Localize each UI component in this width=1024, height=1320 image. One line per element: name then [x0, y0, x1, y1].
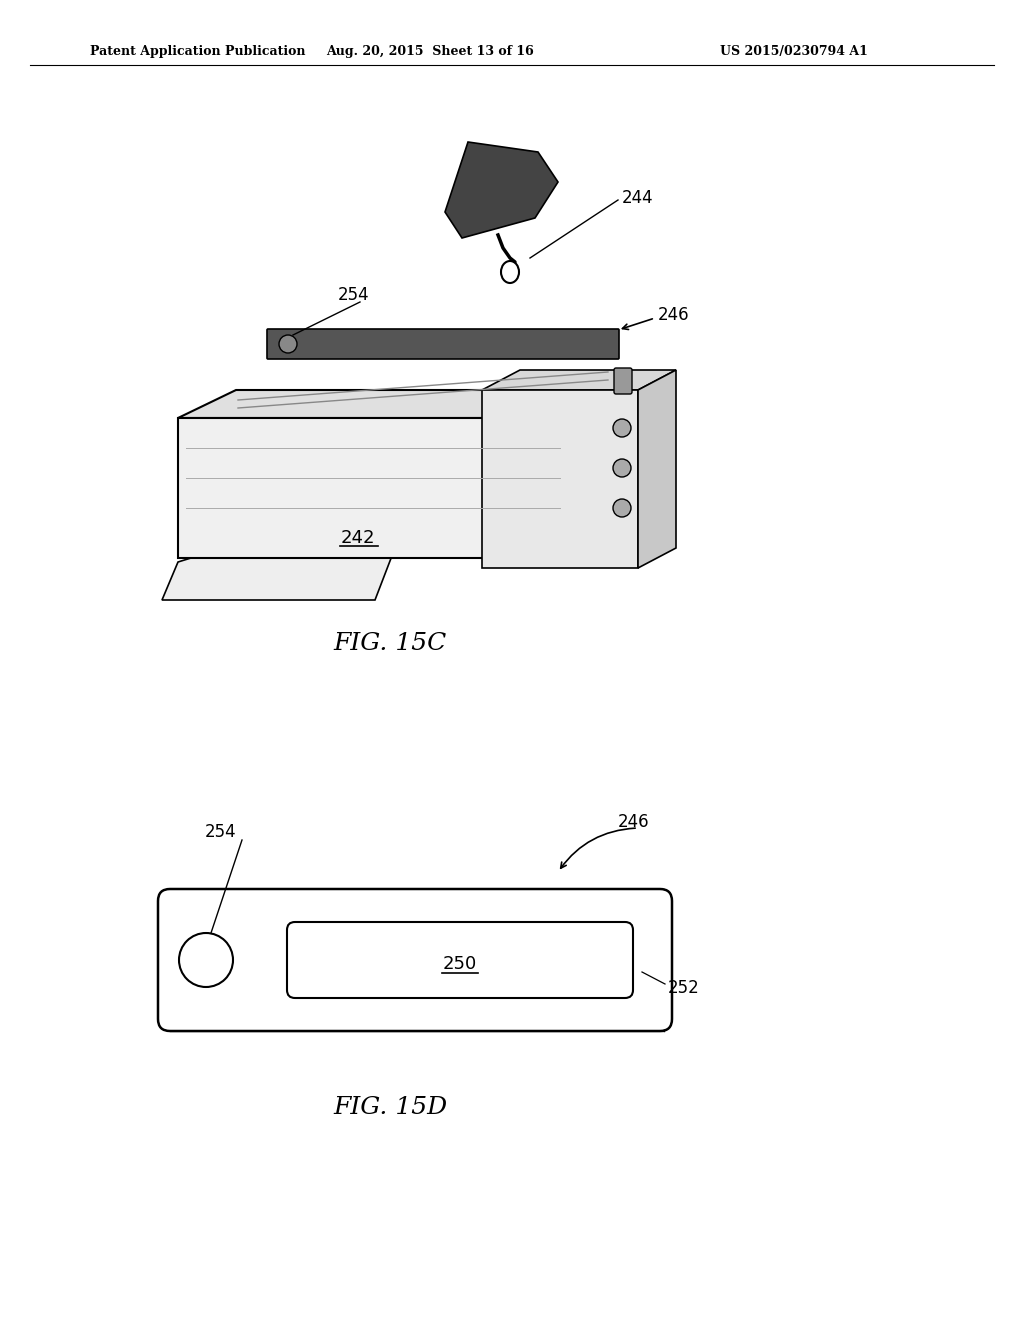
Circle shape — [613, 499, 631, 517]
Polygon shape — [445, 143, 558, 238]
FancyBboxPatch shape — [267, 329, 618, 359]
Circle shape — [279, 335, 297, 352]
Text: 250: 250 — [442, 954, 477, 973]
Text: 246: 246 — [618, 813, 649, 832]
Polygon shape — [482, 370, 676, 389]
Polygon shape — [482, 389, 638, 568]
Polygon shape — [638, 370, 676, 568]
Circle shape — [613, 459, 631, 477]
Text: Patent Application Publication: Patent Application Publication — [90, 45, 305, 58]
Text: 242: 242 — [341, 529, 375, 546]
Text: 246: 246 — [658, 306, 689, 323]
Polygon shape — [568, 389, 626, 558]
Text: US 2015/0230794 A1: US 2015/0230794 A1 — [720, 45, 868, 58]
Text: FIG. 15C: FIG. 15C — [334, 631, 446, 655]
FancyBboxPatch shape — [614, 368, 632, 393]
FancyBboxPatch shape — [287, 921, 633, 998]
Text: FIG. 15D: FIG. 15D — [333, 1097, 447, 1119]
Text: 254: 254 — [205, 822, 237, 841]
Polygon shape — [162, 488, 418, 601]
FancyBboxPatch shape — [158, 888, 672, 1031]
Text: 244: 244 — [622, 189, 653, 207]
Text: 254: 254 — [338, 286, 370, 304]
Circle shape — [613, 418, 631, 437]
Ellipse shape — [501, 261, 519, 282]
Text: 252: 252 — [668, 979, 699, 997]
Polygon shape — [178, 389, 626, 418]
Polygon shape — [178, 418, 568, 558]
Circle shape — [179, 933, 233, 987]
Text: Aug. 20, 2015  Sheet 13 of 16: Aug. 20, 2015 Sheet 13 of 16 — [326, 45, 534, 58]
